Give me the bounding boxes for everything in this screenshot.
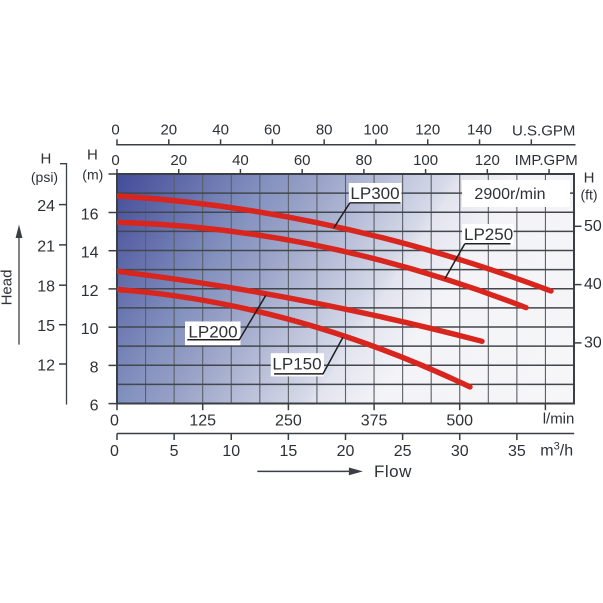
svg-text:0: 0 xyxy=(111,152,119,169)
svg-text:2900r/min: 2900r/min xyxy=(474,186,545,203)
svg-text:16: 16 xyxy=(81,207,99,224)
svg-text:35: 35 xyxy=(508,443,526,460)
svg-text:LP250: LP250 xyxy=(464,225,513,244)
svg-text:12: 12 xyxy=(37,358,55,375)
svg-text:125: 125 xyxy=(189,413,216,430)
svg-text:H: H xyxy=(87,147,98,164)
svg-text:LP200: LP200 xyxy=(188,323,237,342)
svg-text:U.S.GPM: U.S.GPM xyxy=(512,123,575,140)
svg-text:50: 50 xyxy=(584,218,602,235)
svg-text:100: 100 xyxy=(363,122,388,139)
svg-text:0: 0 xyxy=(110,413,119,430)
svg-text:30: 30 xyxy=(584,334,602,351)
svg-text:0: 0 xyxy=(111,122,119,139)
svg-text:24: 24 xyxy=(37,198,55,215)
svg-text:14: 14 xyxy=(81,245,99,262)
svg-text:18: 18 xyxy=(37,279,55,296)
svg-text:8: 8 xyxy=(90,359,99,376)
svg-text:H: H xyxy=(584,170,595,187)
svg-text:0: 0 xyxy=(110,443,119,460)
svg-text:120: 120 xyxy=(415,122,440,139)
svg-text:60: 60 xyxy=(294,152,311,169)
svg-text:40: 40 xyxy=(212,122,229,139)
svg-text:12: 12 xyxy=(81,283,99,300)
svg-text:(psi): (psi) xyxy=(31,169,58,185)
svg-text:100: 100 xyxy=(413,152,438,169)
svg-text:l/min: l/min xyxy=(543,411,575,428)
svg-text:5: 5 xyxy=(170,443,179,460)
svg-text:LP150: LP150 xyxy=(272,355,321,374)
svg-text:30: 30 xyxy=(451,443,469,460)
svg-text:IMP.GPM: IMP.GPM xyxy=(515,152,578,169)
svg-text:15: 15 xyxy=(37,318,55,335)
svg-text:80: 80 xyxy=(356,152,373,169)
svg-text:(ft): (ft) xyxy=(580,187,597,203)
svg-text:10: 10 xyxy=(222,443,240,460)
svg-text:LP300: LP300 xyxy=(350,184,399,203)
svg-text:6: 6 xyxy=(90,398,99,415)
svg-text:140: 140 xyxy=(467,122,492,139)
svg-text:H: H xyxy=(40,150,51,167)
svg-text:40: 40 xyxy=(584,276,602,293)
svg-text:Flow: Flow xyxy=(374,462,412,481)
svg-text:80: 80 xyxy=(316,122,333,139)
svg-text:21: 21 xyxy=(37,238,55,255)
svg-text:m3/h: m3/h xyxy=(540,441,573,460)
svg-text:10: 10 xyxy=(81,321,99,338)
svg-text:375: 375 xyxy=(361,413,388,430)
svg-text:20: 20 xyxy=(337,443,355,460)
svg-text:(m): (m) xyxy=(82,167,103,183)
svg-text:500: 500 xyxy=(446,413,473,430)
svg-text:40: 40 xyxy=(232,152,249,169)
svg-text:15: 15 xyxy=(279,443,297,460)
svg-text:25: 25 xyxy=(394,443,412,460)
svg-text:120: 120 xyxy=(475,152,500,169)
svg-text:20: 20 xyxy=(160,122,177,139)
svg-text:Head: Head xyxy=(0,270,16,306)
svg-text:250: 250 xyxy=(275,413,302,430)
svg-text:60: 60 xyxy=(264,122,281,139)
svg-text:20: 20 xyxy=(170,152,187,169)
